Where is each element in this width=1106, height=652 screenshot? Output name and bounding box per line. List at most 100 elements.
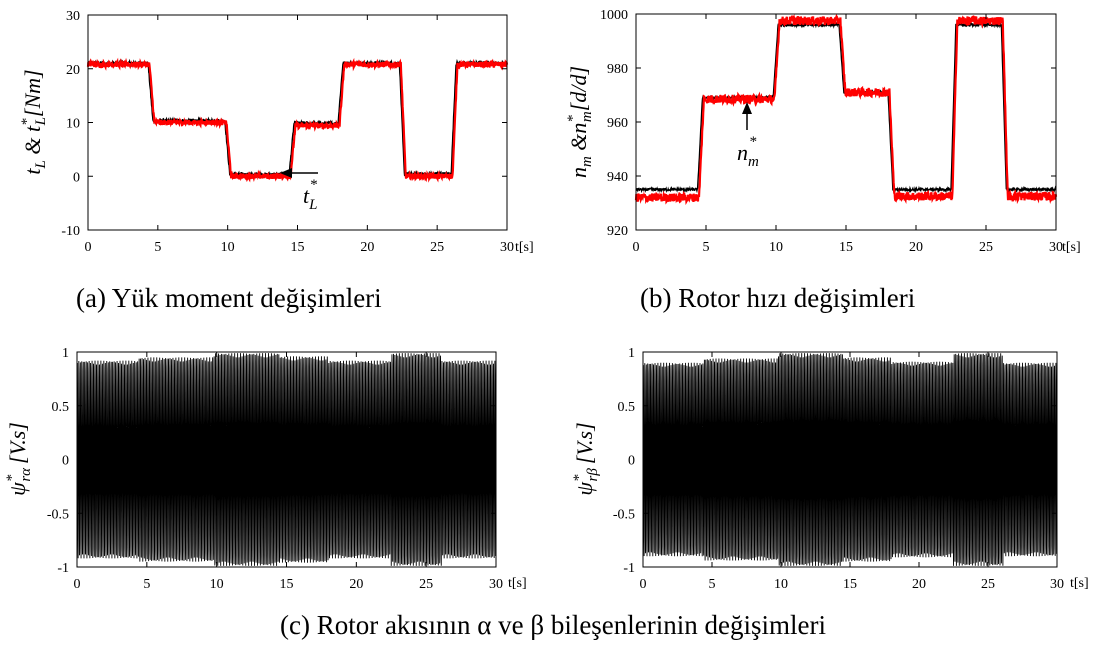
ytick-label-c1-0: -1	[57, 561, 69, 576]
ytick-label-c2-2: 0	[628, 454, 635, 469]
caption-b: (b) Rotor hızı değişimleri	[640, 283, 915, 313]
xtick-label-c1-5: 25	[419, 577, 433, 592]
ylabel-c1-sup: *	[4, 474, 20, 482]
xtick-label-c2-0: 0	[640, 577, 647, 592]
panel-c1: 0 5 10 15 20 25 30 -1 -0.5 0 0.5 1 t[s] ψ*rα [V.s]	[4, 346, 527, 592]
xtick-label-c1-2: 10	[210, 577, 224, 592]
ytick-label-c1-4: 1	[62, 346, 69, 361]
plot-b-ylabel: nm &n*m[d/d]	[565, 66, 595, 178]
xtick-label-c2-5: 25	[981, 577, 995, 592]
xtick-label-b-0: 0	[633, 240, 640, 255]
plot-a-lines	[86, 57, 509, 183]
xtick-label-c1-6: 30	[489, 577, 503, 592]
ylabel-a-amp: & t	[20, 125, 45, 160]
plot-b-xlabel: t[s]	[1062, 240, 1081, 255]
ylabel-b-sub: m	[579, 156, 595, 167]
xtick-label-c2-1: 5	[709, 577, 716, 592]
annotation-b-label: nm *	[737, 134, 759, 170]
annotation-b-arrow-head	[742, 102, 752, 114]
ytick-label-c2-4: 1	[628, 346, 635, 361]
ylabel-b-amp: &n	[566, 123, 591, 157]
xtick-label-b-4: 20	[909, 240, 923, 255]
ytick-label-c2-3: 0.5	[618, 400, 636, 415]
series-line-b-0	[635, 20, 1057, 194]
xtick-label-c2-3: 15	[843, 577, 857, 592]
ytick-label-c1-2: 0	[62, 454, 69, 469]
ytick-label-b-4: 1000	[600, 8, 628, 23]
annotation-a-label: tL *	[303, 177, 317, 213]
annotation-a-sup: *	[309, 177, 317, 193]
annotation-b-sub: m	[748, 154, 759, 170]
annotation-b-sup: *	[749, 134, 757, 150]
xtick-label-c2-6: 30	[1050, 577, 1064, 592]
xtick-label-a-3: 15	[291, 240, 305, 255]
ylabel-b-main: n	[566, 167, 591, 178]
annotation-a-arrow-head	[280, 168, 292, 178]
xtick-label-b-6: 30	[1049, 240, 1063, 255]
ylabel-c2-sub: rβ	[585, 468, 601, 482]
plot-c1-ticks: 0 5 10 15 20 25 30 -1 -0.5 0 0.5 1	[47, 346, 503, 592]
plot-c1-lines	[76, 353, 497, 566]
xtick-label-b-1: 5	[703, 240, 710, 255]
xtick-label-c2-4: 20	[912, 577, 926, 592]
ytick-label-b-1: 940	[607, 170, 628, 185]
series-line-c1-0	[76, 353, 497, 566]
caption-a: (a) Yük moment değişimleri	[76, 283, 382, 313]
xtick-label-c1-0: 0	[74, 577, 81, 592]
ylabel-c1-sub: rα	[18, 467, 34, 482]
ylabel-c1-unit: [V.s]	[5, 422, 30, 464]
plot-c1-ylabel: ψ*rα [V.s]	[4, 422, 34, 496]
ylabel-b-sup2: *	[565, 115, 581, 123]
ylabel-b-sub2: m	[579, 111, 595, 122]
series-line-b-1	[634, 13, 1058, 206]
xtick-label-b-3: 15	[839, 240, 853, 255]
ytick-label-c1-3: 0.5	[52, 400, 70, 415]
ylabel-b-unit: [d/d]	[566, 66, 591, 111]
xtick-label-a-5: 25	[430, 240, 444, 255]
annotation-a-sub: L	[308, 197, 317, 213]
ylabel-c2-unit: [V.s]	[572, 422, 597, 464]
ylabel-a-sub: L	[33, 160, 49, 169]
ytick-label-c2-0: -1	[623, 561, 635, 576]
plot-a-xlabel: t[s]	[515, 240, 534, 255]
ylabel-c2-main: ψ	[572, 482, 597, 496]
xtick-label-c1-1: 5	[143, 577, 150, 592]
ylabel-a-sup2: *	[19, 118, 35, 126]
plot-a-ylabel: tL & t*L[Nm]	[19, 69, 49, 174]
series-line-c2-0	[642, 353, 1058, 566]
ytick-label-b-3: 980	[607, 62, 628, 77]
plot-c2-ylabel: ψ*rβ [V.s]	[571, 422, 601, 495]
plot-b-annotation: nm *	[737, 102, 759, 170]
ytick-label-b-2: 960	[607, 116, 628, 131]
panel-c2: 0 5 10 15 20 25 30 -1 -0.5 0 0.5 1 t[s] ψ*rβ [V.s]	[571, 346, 1089, 592]
xtick-label-a-4: 20	[360, 240, 374, 255]
ytick-label-b-0: 920	[607, 224, 628, 239]
ytick-label-a-4: 30	[66, 9, 80, 24]
ylabel-c2-sup: *	[571, 474, 587, 482]
xtick-label-a-6: 30	[500, 240, 514, 255]
ytick-label-a-0: -10	[61, 224, 80, 239]
ylabel-a-main: t	[20, 168, 45, 175]
ytick-label-c2-1: -0.5	[613, 507, 635, 522]
plot-c1-xlabel: t[s]	[508, 576, 527, 591]
ylabel-c1-main: ψ	[5, 482, 30, 496]
ytick-label-a-2: 10	[66, 117, 80, 132]
ytick-label-a-1: 0	[73, 170, 80, 185]
plot-a-ticks: 0 5 10 15 20 25 30 -10 0 10 20 30	[61, 9, 514, 255]
xtick-label-b-2: 10	[769, 240, 783, 255]
ytick-label-a-3: 20	[66, 63, 80, 78]
annotation-b-main: n	[737, 140, 748, 165]
plot-c2-xlabel: t[s]	[1070, 576, 1089, 591]
xtick-label-c2-2: 10	[774, 577, 788, 592]
series-line-a-1	[86, 57, 509, 183]
plot-b-lines	[634, 13, 1058, 206]
plot-b-ticks: 0 5 10 15 20 25 30 920 940 960 980 1000	[600, 8, 1063, 255]
xtick-label-c1-4: 20	[349, 577, 363, 592]
plot-c2-ticks: 0 5 10 15 20 25 30 -1 -0.5 0 0.5 1	[613, 346, 1064, 592]
xtick-label-a-1: 5	[154, 240, 161, 255]
annotation-a-main: t	[303, 183, 310, 208]
xtick-label-c1-3: 15	[280, 577, 294, 592]
